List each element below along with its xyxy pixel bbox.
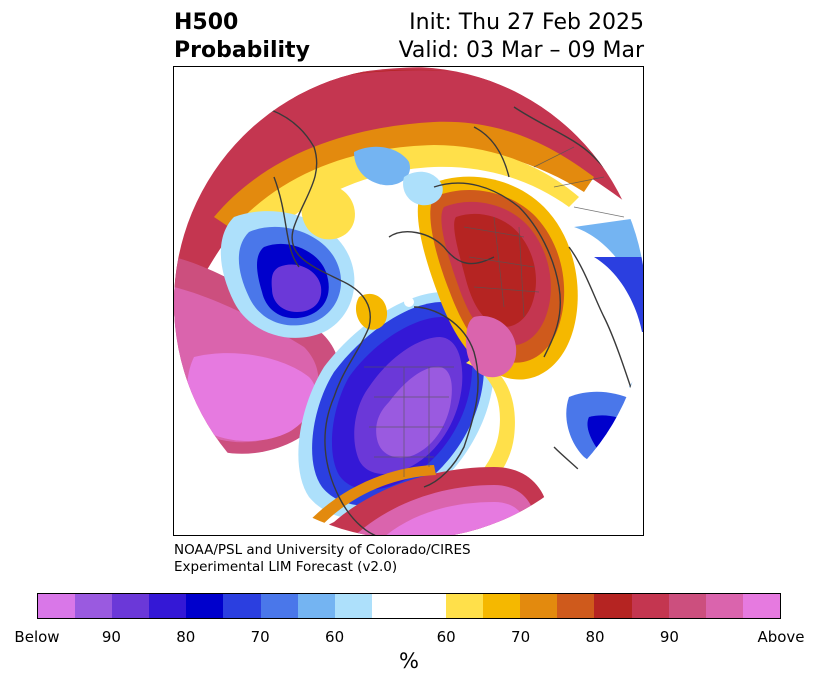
colorbar-tick-label: 80 xyxy=(176,628,196,646)
colorbar-unit-label: % xyxy=(399,649,419,673)
colorbar-tick-label: 60 xyxy=(436,628,456,646)
title-variable: H500 xyxy=(174,10,239,35)
colorbar-segment xyxy=(557,594,595,618)
colorbar-tick-label: 80 xyxy=(585,628,605,646)
credit-line-1: NOAA/PSL and University of Colorado/CIRE… xyxy=(174,542,471,558)
colorbar-tick-label: Below xyxy=(14,628,60,646)
colorbar-segment xyxy=(223,594,261,618)
colorbar-segment xyxy=(112,594,150,618)
colorbar-segment xyxy=(75,594,113,618)
credit-line-2: Experimental LIM Forecast (v2.0) xyxy=(174,559,398,575)
colorbar-tick-label: 60 xyxy=(325,628,345,646)
colorbar-segment xyxy=(668,594,706,618)
colorbar-tick-label: 90 xyxy=(659,628,679,646)
country-borders xyxy=(364,146,625,477)
colorbar-segment xyxy=(260,594,298,618)
title-type: Probability xyxy=(174,38,310,63)
plot-dates: Init: Thu 27 Feb 2025 Valid: 03 Mar – 09… xyxy=(399,9,644,65)
colorbar-segment xyxy=(631,594,669,618)
colorbar-segment xyxy=(483,594,521,618)
colorbar-segment xyxy=(446,594,484,618)
colorbar-segment xyxy=(371,594,447,618)
plot-title: H500 Probability xyxy=(174,9,310,65)
init-date: Init: Thu 27 Feb 2025 xyxy=(409,10,644,35)
credit-text: NOAA/PSL and University of Colorado/CIRE… xyxy=(174,542,471,576)
colorbar-segment xyxy=(186,594,224,618)
colorbar-segment xyxy=(297,594,335,618)
colorbar-segment xyxy=(594,594,632,618)
colorbar-tick-label: 90 xyxy=(101,628,121,646)
map-frame xyxy=(173,66,644,536)
colorbar-segment xyxy=(149,594,187,618)
colorbar-segment xyxy=(742,594,780,618)
colorbar-segment xyxy=(334,594,372,618)
colorbar-segment xyxy=(520,594,558,618)
colorbar-tick-label: 70 xyxy=(511,628,531,646)
colorbar-segment xyxy=(705,594,743,618)
colorbar-segment xyxy=(38,594,76,618)
colorbar xyxy=(37,593,781,619)
colorbar-tick-label: Above xyxy=(757,628,805,646)
valid-dates: Valid: 03 Mar – 09 Mar xyxy=(398,38,644,63)
colorbar-tick-label: 70 xyxy=(250,628,270,646)
polar-map xyxy=(174,67,643,535)
north-pole-marker xyxy=(404,297,414,307)
